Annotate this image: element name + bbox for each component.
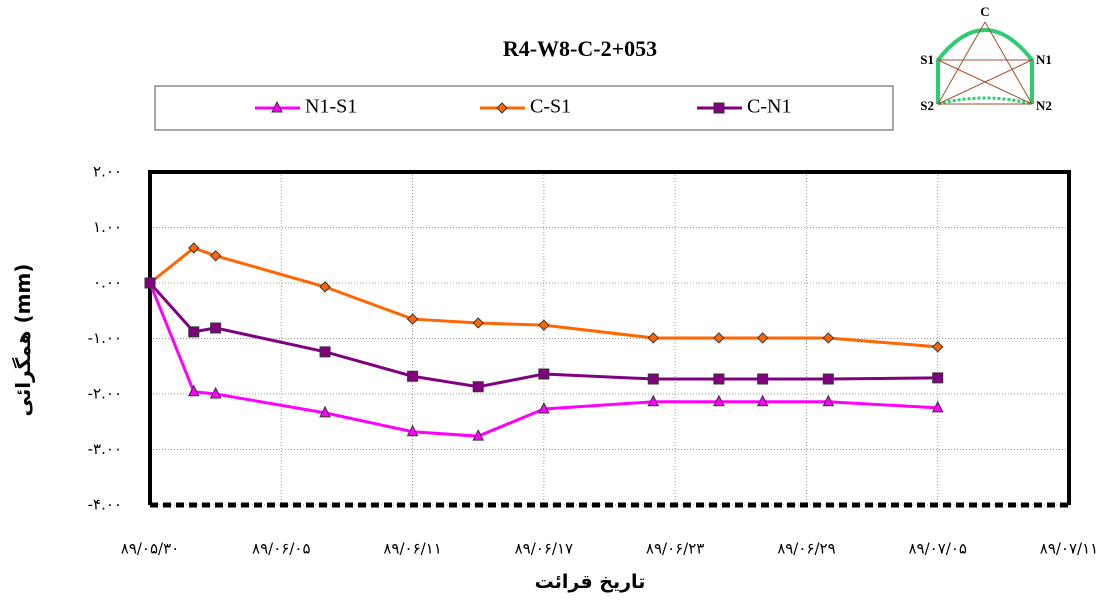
y-tick-label: -۲.۰۰	[88, 385, 122, 403]
marker	[211, 251, 221, 261]
marker	[933, 342, 943, 352]
y-tick-label: ۰.۰۰	[93, 274, 122, 292]
marker	[823, 333, 833, 343]
marker	[189, 327, 199, 337]
x-axis-label: تاریخ قرائت	[535, 571, 646, 593]
marker	[758, 333, 768, 343]
y-tick-label: -۳.۰۰	[88, 440, 122, 458]
marker	[408, 371, 418, 381]
inset-label: C	[980, 4, 989, 19]
marker	[539, 369, 549, 379]
marker	[145, 278, 155, 288]
legend-label: C-N1	[747, 96, 791, 118]
x-tick-label: ۸۹/۰۶/۲۳	[646, 540, 704, 558]
x-tick-label: ۸۹/۰۵/۳۰	[121, 540, 179, 558]
y-tick-label: -۴.۰۰	[88, 496, 122, 514]
marker	[823, 374, 833, 384]
marker	[473, 318, 483, 328]
y-tick-label: -۱.۰۰	[88, 329, 122, 347]
x-tick-label: ۸۹/۰۷/۰۵	[908, 540, 966, 558]
inset-label: S1	[920, 52, 934, 67]
legend-marker	[714, 103, 724, 113]
marker	[714, 333, 724, 343]
y-axis-label: همگرائی (mm)	[11, 264, 35, 417]
marker	[758, 374, 768, 384]
marker	[408, 314, 418, 324]
inset-label: N1	[1036, 52, 1052, 67]
legend-label: N1-S1	[305, 96, 357, 118]
x-tick-label: ۸۹/۰۶/۱۷	[515, 540, 573, 558]
inset-label: N2	[1036, 98, 1052, 113]
marker	[211, 323, 221, 333]
y-tick-label: ۲.۰۰	[93, 163, 122, 181]
marker	[648, 374, 658, 384]
chart-title: R4-W8-C-2+053	[503, 36, 657, 61]
marker	[933, 373, 943, 383]
legend-label: C-S1	[530, 96, 571, 118]
x-tick-label: ۸۹/۰۷/۱۱	[1040, 540, 1098, 558]
marker	[473, 382, 483, 392]
inset-diagram: C S1 N1 S2 N2	[920, 4, 1052, 113]
marker	[648, 333, 658, 343]
x-tick-label: ۸۹/۰۶/۰۵	[252, 540, 310, 558]
marker	[320, 347, 330, 357]
x-tick-label: ۸۹/۰۶/۱۱	[383, 540, 441, 558]
y-tick-label: ۱.۰۰	[93, 218, 122, 236]
marker	[539, 320, 549, 330]
x-tick-label: ۸۹/۰۶/۲۹	[777, 540, 835, 558]
marker	[714, 374, 724, 384]
inset-label: S2	[920, 98, 934, 113]
chart: R4-W8-C-2+053 C S1 N1 S2 N2 همگرائی (mm)…	[0, 0, 1116, 609]
